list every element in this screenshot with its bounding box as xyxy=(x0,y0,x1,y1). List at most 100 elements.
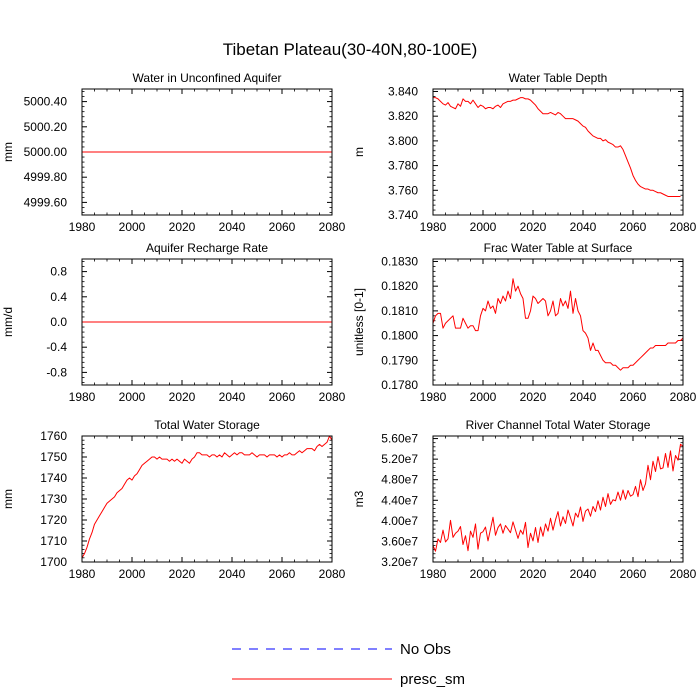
panel-title: Water in Unconfined Aquifer xyxy=(133,71,282,85)
x-tick-label: 1980 xyxy=(69,220,96,234)
x-tick-label: 1980 xyxy=(69,390,96,404)
x-tick-label: 2000 xyxy=(470,567,497,581)
y-tick-label: 3.800 xyxy=(388,134,418,148)
x-tick-label: 2020 xyxy=(520,390,547,404)
x-tick-label: 2040 xyxy=(219,220,246,234)
y-tick-label: 5000.20 xyxy=(24,120,68,134)
y-axis-label: m3 xyxy=(352,490,366,507)
panel-6: River Channel Total Water Storage m3 1980 2… xyxy=(352,418,697,581)
x-tick-label: 2000 xyxy=(119,567,146,581)
x-tick-label: 1980 xyxy=(420,567,447,581)
x-tick-label: 2020 xyxy=(520,567,547,581)
legend: No Obs presc_sm xyxy=(232,641,465,688)
y-tick-label: 3.760 xyxy=(388,183,418,197)
x-tick-label: 2060 xyxy=(620,220,647,234)
x-tick-label: 2060 xyxy=(620,567,647,581)
y-tick-label: 0.1810 xyxy=(381,304,418,318)
plot-frame xyxy=(81,258,333,386)
y-tick-label: 1730 xyxy=(40,492,67,506)
panels: Water in Unconfined Aquifer mm 1980 2000 202… xyxy=(1,71,697,581)
panel-2: Water Table Depth m 1980 2000 2020 2040 2060 20… xyxy=(352,71,697,234)
x-tick-label: 2040 xyxy=(570,390,597,404)
x-tick-label: 2060 xyxy=(620,390,647,404)
y-tick-label: 4.80e7 xyxy=(381,473,418,487)
x-tick-label: 2040 xyxy=(219,390,246,404)
y-axis-label: m xyxy=(352,147,366,157)
y-tick-label: 0.1780 xyxy=(381,378,418,392)
x-tick-label: 2080 xyxy=(319,220,346,234)
plot-frame xyxy=(81,88,333,216)
series-line-presc-sm xyxy=(81,435,333,559)
panel-5: Total Water Storage mm 1980 2000 2020 2040 206… xyxy=(1,418,346,581)
plot-frame xyxy=(432,435,684,563)
x-tick-label: 1980 xyxy=(420,390,447,404)
x-tick-label: 2020 xyxy=(169,220,196,234)
x-tick-label: 2020 xyxy=(169,567,196,581)
x-tick-label: 2080 xyxy=(670,567,697,581)
plot-frame xyxy=(432,258,684,386)
x-tick-label: 2080 xyxy=(670,390,697,404)
y-tick-label: 1760 xyxy=(40,429,67,443)
panel-4: Frac Water Table at Surface unitless [0-1… xyxy=(352,241,697,404)
x-tick-label: 2080 xyxy=(319,567,346,581)
x-tick-label: 2020 xyxy=(520,220,547,234)
series-line-presc-sm xyxy=(432,278,684,371)
x-tick-label: 2000 xyxy=(119,390,146,404)
y-tick-label: -0.8 xyxy=(46,365,67,379)
y-tick-label: 4.40e7 xyxy=(381,493,418,507)
x-tick-label: 2060 xyxy=(269,220,296,234)
x-tick-label: 2040 xyxy=(570,220,597,234)
y-tick-label: 4.00e7 xyxy=(381,514,418,528)
panel-title: River Channel Total Water Storage xyxy=(466,418,651,432)
x-tick-label: 2080 xyxy=(670,220,697,234)
y-tick-label: 3.840 xyxy=(388,84,418,98)
y-tick-label: 3.60e7 xyxy=(381,534,418,548)
y-tick-label: 3.740 xyxy=(388,208,418,222)
y-tick-label: 0.1830 xyxy=(381,254,418,268)
plot-frame xyxy=(81,435,333,563)
x-tick-label: 2040 xyxy=(219,567,246,581)
series-line-presc-sm xyxy=(433,97,681,197)
y-tick-label: 3.780 xyxy=(388,159,418,173)
plot-frame xyxy=(432,88,684,216)
x-tick-label: 2080 xyxy=(319,390,346,404)
y-tick-label: 0.1790 xyxy=(381,353,418,367)
y-tick-label: 4999.80 xyxy=(24,170,68,184)
x-tick-label: 2000 xyxy=(119,220,146,234)
panel-title: Total Water Storage xyxy=(154,418,260,432)
panel-1: Water in Unconfined Aquifer mm 1980 2000 202… xyxy=(1,71,346,234)
legend-label-presc-sm: presc_sm xyxy=(400,671,465,688)
x-tick-label: 1980 xyxy=(420,220,447,234)
y-axis-label: mm xyxy=(1,489,15,509)
y-tick-label: 3.820 xyxy=(388,109,418,123)
y-axis-label: mm/d xyxy=(1,307,15,337)
x-tick-label: 1980 xyxy=(69,567,96,581)
y-tick-label: 1710 xyxy=(40,534,67,548)
y-tick-label: 1750 xyxy=(40,450,67,464)
x-tick-label: 2000 xyxy=(470,220,497,234)
panel-title: Water Table Depth xyxy=(509,71,608,85)
x-tick-label: 2040 xyxy=(570,567,597,581)
y-tick-label: 1740 xyxy=(40,471,67,485)
y-axis-label: mm xyxy=(1,142,15,162)
x-tick-label: 2020 xyxy=(169,390,196,404)
y-tick-label: 4999.60 xyxy=(24,195,68,209)
panel-3: Aquifer Recharge Rate mm/d 1980 2000 2020 204… xyxy=(1,241,346,404)
y-tick-label: 0.0 xyxy=(50,315,67,329)
panel-title: Aquifer Recharge Rate xyxy=(146,241,268,255)
y-tick-label: -0.4 xyxy=(46,340,67,354)
y-tick-label: 0.1820 xyxy=(381,279,418,293)
y-tick-label: 3.20e7 xyxy=(381,555,418,569)
y-tick-label: 5000.40 xyxy=(24,95,68,109)
series-line-presc-sm xyxy=(432,443,684,552)
y-tick-label: 5.60e7 xyxy=(381,432,418,446)
panel-title: Frac Water Table at Surface xyxy=(484,241,633,255)
legend-label-no-obs: No Obs xyxy=(400,641,451,658)
x-tick-label: 2060 xyxy=(269,390,296,404)
y-tick-label: 0.8 xyxy=(50,265,67,279)
y-tick-label: 1700 xyxy=(40,555,67,569)
y-axis-label: unitless [0-1] xyxy=(352,288,366,356)
figure-title: Tibetan Plateau(30-40N,80-100E) xyxy=(223,40,478,59)
y-tick-label: 0.1800 xyxy=(381,329,418,343)
